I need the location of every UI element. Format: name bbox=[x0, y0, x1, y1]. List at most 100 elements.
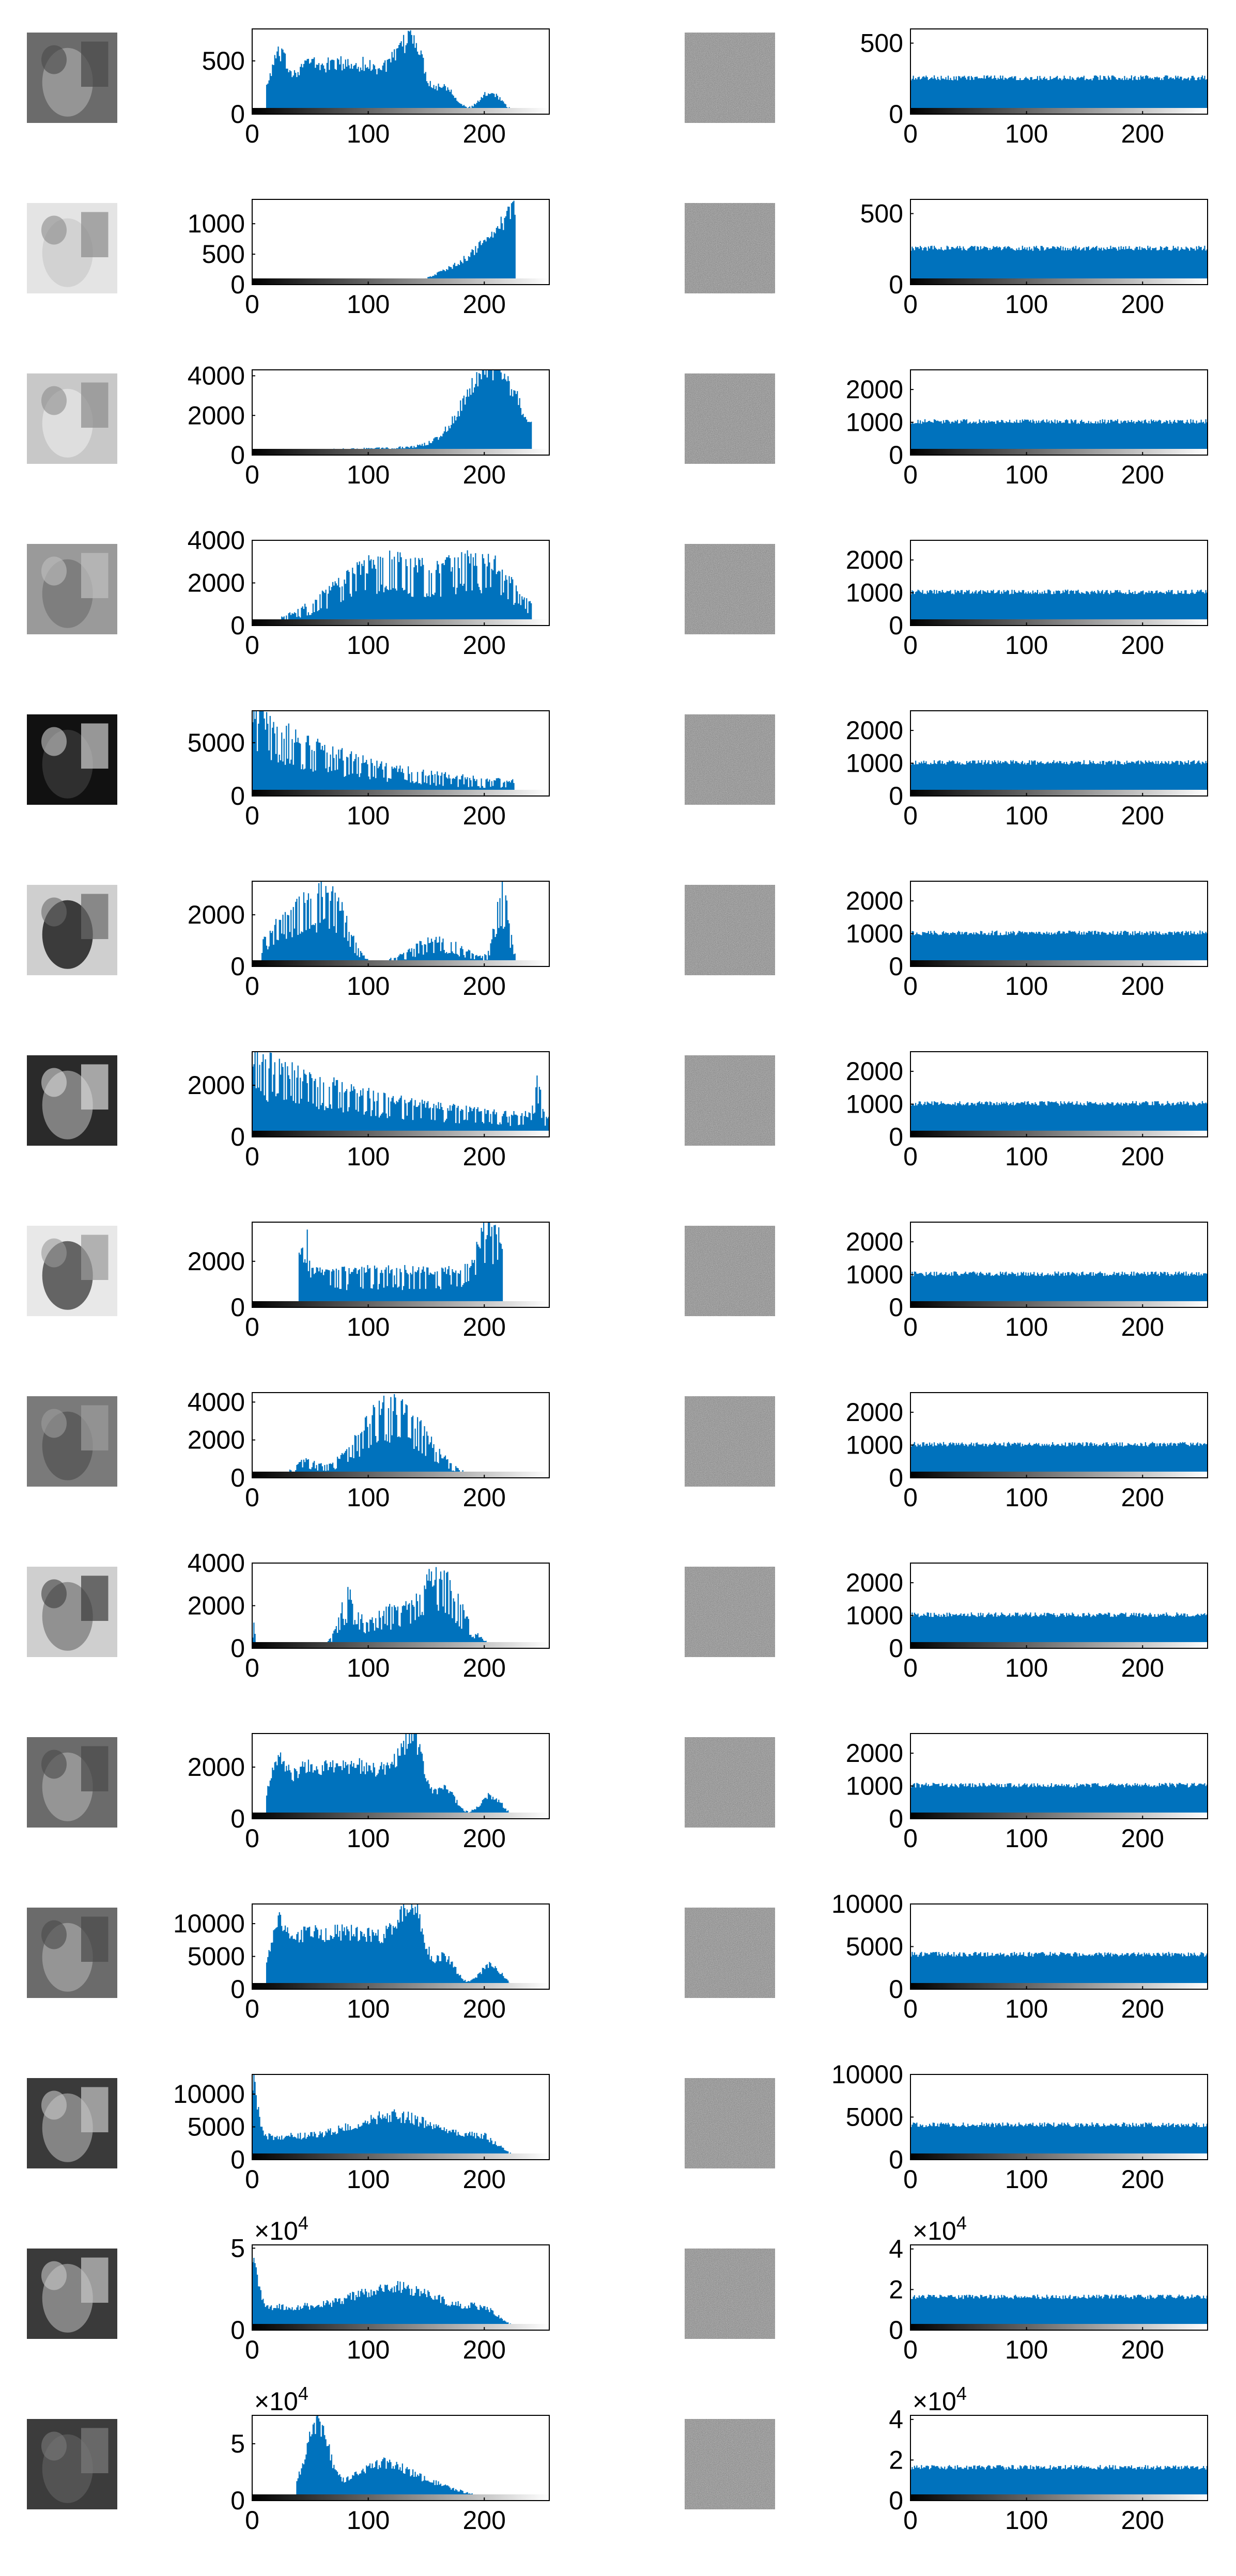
chart-9-encrypted-xtick-label-1: 100 bbox=[1005, 1483, 1048, 1512]
chart-11-encrypted-bars bbox=[910, 1783, 1208, 1819]
chart-14-original-ytick-label-1: 5 bbox=[230, 2234, 245, 2262]
chart-3-encrypted-ytick-label-0: 0 bbox=[889, 441, 903, 470]
chart-3-original-xtick-label-1: 100 bbox=[347, 460, 390, 489]
chart-11-original-ytick-label-1: 2000 bbox=[188, 1753, 245, 1782]
chart-1-original-axes-box bbox=[252, 28, 550, 115]
chart-8-encrypted-ytick-label-0: 0 bbox=[889, 1293, 903, 1322]
chart-3-encrypted-colorbar bbox=[910, 449, 1208, 455]
chart-11-encrypted-xtick-label-0: 0 bbox=[903, 1824, 918, 1853]
chart-1-encrypted-ytick-label-1: 500 bbox=[860, 29, 903, 58]
chart-4-encrypted-xtick-label-1: 100 bbox=[1005, 631, 1048, 660]
chart-13-original-ytick-label-2: 10000 bbox=[173, 2080, 245, 2109]
chart-11-encrypted-axes-box bbox=[910, 1733, 1208, 1819]
chart-7-encrypted-xtick-label-1: 100 bbox=[1005, 1142, 1048, 1171]
chart-5-original-bars bbox=[252, 711, 549, 796]
chart-15-encrypted-colorbar bbox=[910, 2494, 1208, 2501]
noise-thumbnail bbox=[685, 203, 775, 293]
chart-1-original-xtick-label-1: 100 bbox=[347, 119, 390, 148]
chart-12-original-colorbar bbox=[252, 1983, 549, 1989]
chart-15-original-histogram: 0 100 200 0 5 ×104 bbox=[230, 2383, 550, 2535]
chart-14-original-bars bbox=[252, 2257, 519, 2330]
chart-11-encrypted-ytick-label-2: 2000 bbox=[846, 1739, 903, 1768]
chart-15-encrypted-xtick-label-2: 200 bbox=[1121, 2506, 1164, 2535]
chart-7-encrypted-axes-box bbox=[910, 1051, 1208, 1137]
chart-8-original-xtick-label-2: 200 bbox=[463, 1313, 506, 1341]
chart-10-encrypted-ytick-label-0: 0 bbox=[889, 1634, 903, 1663]
chart-2-encrypted-ytick-label-0: 0 bbox=[889, 270, 903, 299]
chart-12-original-bars bbox=[254, 1904, 520, 1989]
chart-7-encrypted-colorbar bbox=[910, 1131, 1208, 1137]
chart-7-encrypted-xtick-label-2: 200 bbox=[1121, 1142, 1164, 1171]
chart-5-original-ytick-label-0: 0 bbox=[230, 782, 245, 810]
chart-11-original-xtick-label-1: 100 bbox=[347, 1824, 390, 1853]
chart-12-encrypted-ytick-label-0: 0 bbox=[889, 1975, 903, 2004]
chart-2-original-ytick-label-2: 1000 bbox=[188, 209, 245, 238]
chart-10-encrypted-bars bbox=[910, 1612, 1208, 1648]
chart-3-original-colorbar bbox=[252, 449, 549, 455]
chart-8-encrypted-ytick-label-1: 1000 bbox=[846, 1260, 903, 1289]
chart-15-encrypted-ytick-label-0: 0 bbox=[889, 2486, 903, 2515]
chart-15-encrypted-bars bbox=[910, 2465, 1208, 2501]
chart-15-encrypted-ytick-label-1: 2 bbox=[889, 2445, 903, 2474]
chart-14-original-histogram: 0 100 200 0 5 ×104 bbox=[230, 2212, 550, 2364]
chart-8-encrypted-axes-box bbox=[910, 1222, 1208, 1308]
chart-13-encrypted-histogram: 0 100 200 0 5000 10000 bbox=[831, 2060, 1208, 2194]
chart-13-encrypted-xtick-label-2: 200 bbox=[1121, 2165, 1164, 2194]
chart-5-encrypted-axes-box bbox=[910, 710, 1208, 797]
chart-3-original-ytick-label-2: 4000 bbox=[188, 362, 245, 391]
chart-2-encrypted-xtick-label-2: 200 bbox=[1121, 290, 1164, 319]
chart-15-original-ytick-label-1: 5 bbox=[230, 2429, 245, 2458]
chart-6-original-bars bbox=[252, 881, 522, 966]
noise-thumbnail bbox=[685, 1396, 775, 1487]
chart-14-original-ytick-label-0: 0 bbox=[230, 2316, 245, 2345]
chart-10-original-xtick-label-0: 0 bbox=[245, 1653, 259, 1682]
chart-3-original-ytick-label-1: 2000 bbox=[188, 401, 245, 430]
chart-15-encrypted-exponent-label: ×104 bbox=[913, 2383, 967, 2416]
crowd-thumbnail bbox=[27, 1055, 117, 1146]
chart-5-encrypted-colorbar bbox=[910, 790, 1208, 796]
noise-thumbnail bbox=[685, 885, 775, 975]
noise-thumbnail bbox=[685, 1567, 775, 1657]
chart-1-encrypted-axes-box bbox=[910, 28, 1208, 115]
chart-13-encrypted-xtick-label-0: 0 bbox=[903, 2165, 918, 2194]
chart-11-original-colorbar bbox=[252, 1813, 549, 1819]
chart-9-original-xtick-label-0: 0 bbox=[245, 1483, 259, 1512]
chart-10-original-ytick-label-1: 2000 bbox=[188, 1591, 245, 1620]
chart-11-original-axes-box bbox=[252, 1733, 550, 1819]
chart-1-original-colorbar bbox=[252, 108, 549, 114]
chart-12-original-ytick-label-1: 5000 bbox=[188, 1942, 245, 1971]
chart-7-original-xtick-label-0: 0 bbox=[245, 1142, 259, 1171]
chart-14-encrypted-axes-box bbox=[910, 2244, 1208, 2331]
chart-4-original-xtick-label-1: 100 bbox=[347, 631, 390, 660]
chart-15-original-colorbar bbox=[252, 2494, 549, 2501]
chart-4-encrypted-ytick-label-1: 1000 bbox=[846, 579, 903, 607]
chart-2-encrypted-xtick-label-0: 0 bbox=[903, 290, 918, 319]
chart-9-original-ytick-label-1: 2000 bbox=[188, 1426, 245, 1455]
chart-5-original-xtick-label-2: 200 bbox=[463, 801, 506, 830]
chart-9-encrypted-ytick-label-0: 0 bbox=[889, 1463, 903, 1492]
chart-1-encrypted-ytick-label-0: 0 bbox=[889, 100, 903, 129]
chart-4-original-ytick-label-0: 0 bbox=[230, 611, 245, 640]
camera-woman-thumbnail bbox=[27, 885, 117, 975]
chart-2-original-colorbar bbox=[252, 278, 549, 285]
chart-11-original-ytick-label-0: 0 bbox=[230, 1804, 245, 1833]
chart-6-original-ytick-label-1: 2000 bbox=[188, 900, 245, 929]
chart-3-encrypted-bars bbox=[910, 419, 1208, 455]
man-thumbnail bbox=[27, 1226, 117, 1316]
chart-11-original-bars bbox=[254, 1734, 520, 1819]
chart-4-original-xtick-label-2: 200 bbox=[463, 631, 506, 660]
chart-12-encrypted-xtick-label-1: 100 bbox=[1005, 1994, 1048, 2023]
chart-9-original-xtick-label-1: 100 bbox=[347, 1483, 390, 1512]
chart-7-original-ytick-label-0: 0 bbox=[230, 1122, 245, 1151]
chart-9-original-bars bbox=[266, 1394, 491, 1478]
chart-3-original-xtick-label-2: 200 bbox=[463, 460, 506, 489]
lena-thumbnail bbox=[27, 1908, 117, 1998]
chart-12-encrypted-colorbar bbox=[910, 1983, 1208, 1989]
chart-9-encrypted-ytick-label-2: 2000 bbox=[846, 1398, 903, 1427]
chart-6-encrypted-xtick-label-0: 0 bbox=[903, 972, 918, 1001]
chart-15-encrypted-xtick-label-0: 0 bbox=[903, 2506, 918, 2535]
